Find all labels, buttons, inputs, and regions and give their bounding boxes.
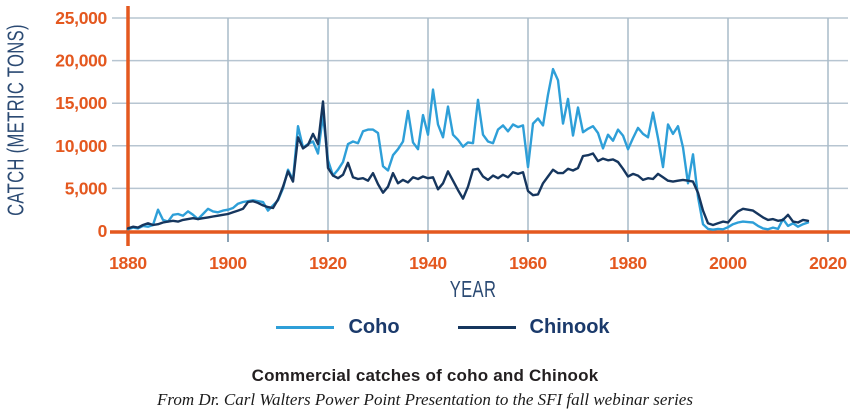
svg-text:2020: 2020 (809, 253, 847, 273)
svg-text:1920: 1920 (309, 253, 347, 273)
svg-text:1900: 1900 (209, 253, 247, 273)
x-axis-title: YEAR (441, 276, 506, 303)
legend-label-coho: Coho (348, 316, 400, 338)
chart-legend: Coho Chinook (18, 316, 850, 339)
legend-label-chinook: Chinook (529, 316, 610, 338)
svg-text:1960: 1960 (509, 253, 547, 273)
svg-text:25,000: 25,000 (55, 8, 107, 28)
y-axis-title-text: CATCH (METRIC TONS) (2, 24, 29, 216)
svg-text:1880: 1880 (109, 253, 147, 273)
svg-text:20,000: 20,000 (55, 51, 107, 71)
svg-text:2000: 2000 (709, 253, 747, 273)
x-axis-title-text: YEAR (449, 276, 497, 302)
svg-text:1980: 1980 (609, 253, 647, 273)
legend-item-chinook: Chinook (457, 316, 610, 339)
coho-line-swatch (276, 326, 335, 329)
svg-text:10,000: 10,000 (55, 136, 107, 156)
chinook-line-swatch (457, 326, 516, 329)
caption-source: From Dr. Carl Walters Power Point Presen… (157, 390, 693, 409)
y-axis-title: CATCH (METRIC TONS) (3, 0, 30, 253)
svg-text:1940: 1940 (409, 253, 447, 273)
legend-item-coho: Coho (276, 316, 400, 339)
svg-text:0: 0 (98, 221, 108, 241)
caption-title: Commercial catches of coho and Chinook (251, 366, 599, 385)
svg-text:5,000: 5,000 (65, 178, 108, 198)
svg-text:15,000: 15,000 (55, 93, 107, 113)
line-chart-plot-area: 0 5,000 10,000 15,000 20,000 25,000 1880 1900 19… (55, 6, 850, 273)
